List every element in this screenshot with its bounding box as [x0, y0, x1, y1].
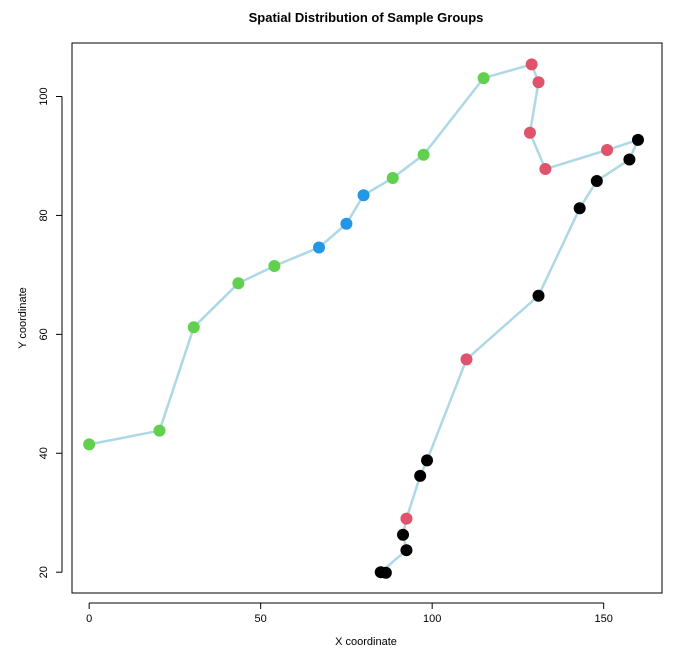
y-axis-label: Y coordinate — [17, 287, 29, 349]
chart-title: Spatial Distribution of Sample Groups — [249, 10, 484, 25]
data-point-red — [532, 76, 545, 89]
data-point-red — [523, 126, 536, 139]
data-point-black — [631, 133, 644, 146]
data-point-black — [532, 289, 545, 302]
data-point-black — [414, 469, 427, 482]
data-point-blue — [340, 217, 353, 230]
data-point-green — [268, 259, 281, 272]
data-point-red — [601, 144, 614, 157]
data-point-black — [573, 202, 586, 215]
y-tick-label: 20 — [38, 566, 50, 578]
data-point-green — [386, 171, 399, 184]
y-tick-label: 100 — [38, 87, 50, 105]
y-tick-label: 60 — [38, 328, 50, 340]
data-point-black — [623, 153, 636, 166]
y-axis: 20 40 60 80 100 — [38, 87, 63, 578]
data-point-green — [187, 321, 200, 334]
x-tick-label: 0 — [86, 613, 92, 625]
plot-frame — [71, 42, 663, 594]
data-point-black — [421, 454, 434, 467]
data-point-black — [379, 566, 392, 579]
x-tick-label: 100 — [423, 613, 441, 625]
y-tick-label: 40 — [38, 447, 50, 459]
data-point-red — [525, 58, 538, 71]
data-point-black — [590, 174, 603, 187]
x-tick-label: 50 — [255, 613, 267, 625]
data-point-green — [153, 424, 166, 437]
data-point-blue — [312, 241, 325, 254]
data-point-green — [83, 438, 96, 451]
data-point-black — [400, 544, 413, 557]
data-point-green — [477, 72, 490, 85]
x-axis-label: X coordinate — [335, 636, 397, 648]
x-tick-label: 150 — [595, 613, 613, 625]
data-point-red — [400, 512, 413, 525]
y-tick-label: 80 — [38, 209, 50, 221]
data-point-red — [539, 163, 552, 176]
data-points — [83, 58, 644, 579]
data-point-black — [397, 528, 410, 541]
x-axis: 0 50 100 150 — [86, 602, 613, 625]
data-point-red — [460, 353, 473, 366]
data-point-green — [232, 277, 245, 290]
path-line — [88, 63, 640, 575]
data-point-green — [417, 148, 430, 161]
series-line — [88, 63, 640, 575]
data-point-blue — [357, 189, 370, 202]
